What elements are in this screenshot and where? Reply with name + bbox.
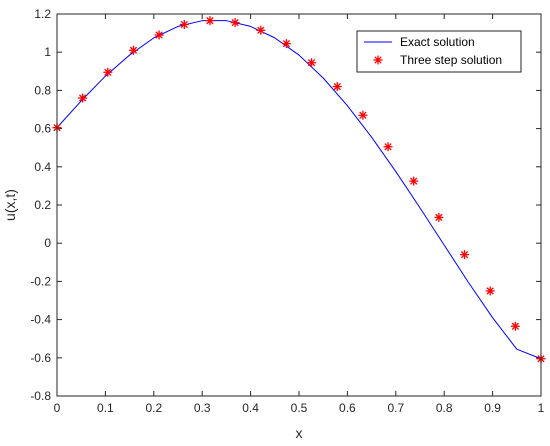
y-tick-label: -0.2 bbox=[30, 274, 51, 288]
x-tick-label: 0.6 bbox=[339, 401, 356, 415]
x-tick-label: 0 bbox=[54, 401, 61, 415]
y-tick-label: 0.4 bbox=[34, 160, 51, 174]
data-point-three-step bbox=[230, 18, 240, 28]
x-tick-label: 0.1 bbox=[97, 401, 114, 415]
data-point-three-step bbox=[256, 25, 266, 35]
data-point-three-step bbox=[383, 142, 393, 152]
data-point-three-step bbox=[434, 212, 444, 222]
y-axis-label: u(x,t) bbox=[2, 189, 18, 221]
x-tick-label: 0.2 bbox=[145, 401, 162, 415]
data-point-three-step bbox=[358, 110, 368, 120]
x-tick-label: 0.3 bbox=[194, 401, 211, 415]
y-tick-label: 1 bbox=[44, 45, 51, 59]
y-tick-label: -0.4 bbox=[30, 313, 51, 327]
legend-asterisk-icon bbox=[373, 55, 383, 65]
x-tick-label: 0.8 bbox=[436, 401, 453, 415]
data-point-three-step bbox=[307, 58, 317, 68]
y-tick-label: 1.2 bbox=[34, 7, 51, 21]
y-tick-label: 0.6 bbox=[34, 122, 51, 136]
series-layer bbox=[52, 16, 546, 364]
data-point-three-step bbox=[128, 45, 138, 55]
data-point-three-step bbox=[460, 250, 470, 260]
y-tick-label: 0 bbox=[44, 236, 51, 250]
tick-labels: 0 0.1 0.2 0.3 0.4 0.5 0.6 0.7 0.8 0.9 1 -0.8 -0.6 -0.… bbox=[30, 7, 544, 415]
data-point-three-step bbox=[510, 321, 520, 331]
legend-label-exact: Exact solution bbox=[400, 35, 475, 49]
legend: Exact solution Three step solution bbox=[356, 30, 522, 73]
data-point-three-step bbox=[281, 39, 291, 49]
legend-label-three-step: Three step solution bbox=[400, 53, 502, 67]
data-point-three-step bbox=[205, 16, 215, 26]
x-tick-label: 0.9 bbox=[484, 401, 501, 415]
plot-area bbox=[57, 14, 541, 396]
x-tick-label: 0.4 bbox=[242, 401, 259, 415]
y-tick-label: 0.8 bbox=[34, 83, 51, 97]
data-point-three-step bbox=[179, 20, 189, 30]
data-point-three-step bbox=[103, 67, 113, 77]
y-tick-label: -0.8 bbox=[30, 389, 51, 403]
y-tick-label: 0.2 bbox=[34, 198, 51, 212]
series-line-exact-solution bbox=[56, 20, 542, 360]
legend-box bbox=[356, 30, 522, 73]
data-point-three-step bbox=[332, 82, 342, 92]
x-tick-label: 0.7 bbox=[387, 401, 404, 415]
y-tick-label: -0.6 bbox=[30, 351, 51, 365]
x-tick-label: 0.5 bbox=[291, 401, 308, 415]
data-point-three-step bbox=[78, 93, 88, 103]
data-point-three-step bbox=[154, 30, 164, 40]
x-tick-label: 1 bbox=[538, 401, 545, 415]
plot-frame bbox=[56, 13, 542, 397]
data-point-three-step bbox=[409, 176, 419, 186]
x-axis-label: x bbox=[296, 425, 303, 441]
legend-marker-swatch bbox=[373, 55, 383, 65]
data-point-three-step bbox=[485, 286, 495, 296]
